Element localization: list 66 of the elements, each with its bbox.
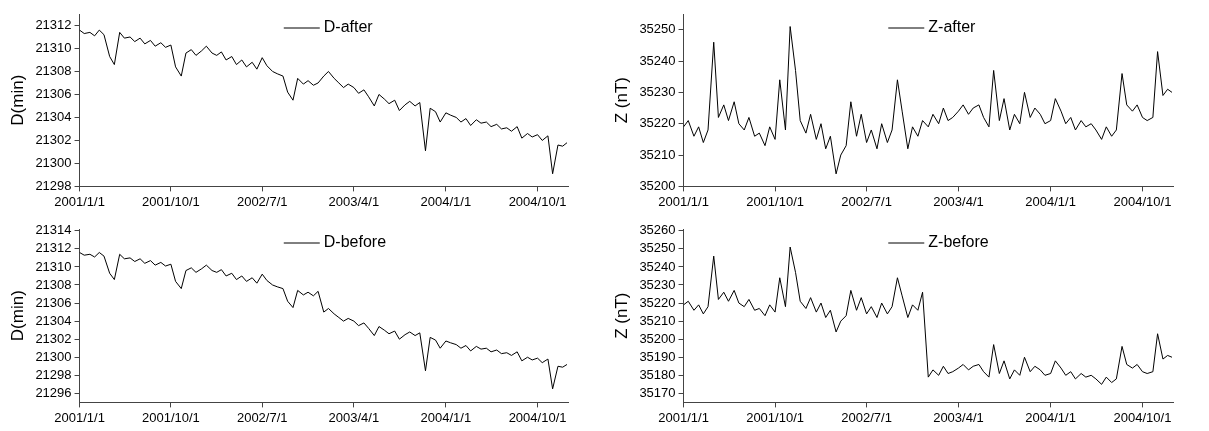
x-tick-label: 2001/1/1 xyxy=(658,409,709,425)
y-tick-label: 21302 xyxy=(35,330,72,346)
y-tick-label: 21312 xyxy=(35,17,72,33)
y-tick-label: 35200 xyxy=(639,177,676,193)
legend-label: Z-before xyxy=(928,233,989,251)
x-tick-label: 2004/1/1 xyxy=(420,409,472,425)
y-axis-title: Z (nT) xyxy=(611,77,631,124)
y-tick-label: 35240 xyxy=(639,52,676,68)
y-axis-title: D(min) xyxy=(7,74,27,126)
y-tick-label: 21300 xyxy=(35,348,72,364)
y-tick-label: 35230 xyxy=(639,276,676,292)
y-tick-label: 35250 xyxy=(639,240,676,256)
y-tick-label: 21314 xyxy=(35,222,72,238)
y-tick-label: 35210 xyxy=(639,146,676,162)
y-tick-label: 35200 xyxy=(639,330,676,346)
legend-label: D-before xyxy=(323,233,387,251)
y-tick-label: 35170 xyxy=(639,384,676,400)
x-tick-label: 2003/4/1 xyxy=(933,409,984,425)
y-tick-label: 21298 xyxy=(35,366,72,382)
x-tick-label: 2004/1/1 xyxy=(420,193,472,209)
y-tick-label: 21306 xyxy=(35,294,72,310)
x-tick-label: 2004/10/1 xyxy=(508,409,567,425)
y-tick-label: 35230 xyxy=(639,83,676,99)
y-axis-title: Z (nT) xyxy=(611,292,631,339)
y-tick-label: 21308 xyxy=(35,63,72,79)
y-tick-label: 21310 xyxy=(35,258,72,274)
y-tick-label: 35180 xyxy=(639,366,676,382)
x-tick-label: 2004/1/1 xyxy=(1025,193,1076,209)
y-tick-label: 21298 xyxy=(35,177,72,193)
x-tick-label: 2001/10/1 xyxy=(141,193,200,209)
x-tick-label: 2002/7/1 xyxy=(841,193,892,209)
y-tick-label: 21302 xyxy=(35,132,72,147)
x-tick-label: 2002/7/1 xyxy=(236,193,288,209)
y-tick-label: 21308 xyxy=(35,276,72,292)
y-axis-title: D(min) xyxy=(7,290,27,342)
x-tick-label: 2001/1/1 xyxy=(54,193,105,209)
legend-label: D-after xyxy=(323,18,374,36)
x-tick-label: 2002/7/1 xyxy=(841,409,892,425)
y-tick-label: 21296 xyxy=(35,384,72,400)
y-tick-label: 21304 xyxy=(35,109,72,125)
y-tick-label: 21306 xyxy=(35,86,72,102)
y-tick-label: 35220 xyxy=(639,115,676,131)
y-tick-label: 21310 xyxy=(35,40,72,56)
x-tick-label: 2001/1/1 xyxy=(658,193,709,209)
x-tick-label: 2001/1/1 xyxy=(54,409,105,425)
x-tick-label: 2004/10/1 xyxy=(1113,409,1172,425)
x-tick-label: 2001/10/1 xyxy=(746,193,804,209)
legend-label: Z-after xyxy=(928,18,977,36)
x-tick-label: 2004/1/1 xyxy=(1025,409,1076,425)
y-tick-label: 35250 xyxy=(639,21,676,37)
y-tick-label: 21312 xyxy=(35,240,72,256)
x-tick-label: 2001/10/1 xyxy=(746,409,804,425)
x-tick-label: 2004/10/1 xyxy=(508,193,567,209)
y-tick-label: 35210 xyxy=(639,312,676,328)
x-tick-label: 2004/10/1 xyxy=(1113,193,1172,209)
y-tick-label: 21304 xyxy=(35,312,72,328)
x-tick-label: 2002/7/1 xyxy=(236,409,288,425)
x-tick-label: 2003/4/1 xyxy=(328,409,380,425)
x-tick-label: 2001/10/1 xyxy=(141,409,200,425)
y-tick-label: 35190 xyxy=(639,348,676,364)
y-tick-label: 35240 xyxy=(639,258,676,274)
y-tick-label: 35220 xyxy=(639,294,676,310)
x-tick-label: 2003/4/1 xyxy=(933,193,984,209)
y-tick-label: 21300 xyxy=(35,154,72,170)
y-tick-label: 35260 xyxy=(639,222,676,238)
x-tick-label: 2003/4/1 xyxy=(328,193,380,209)
